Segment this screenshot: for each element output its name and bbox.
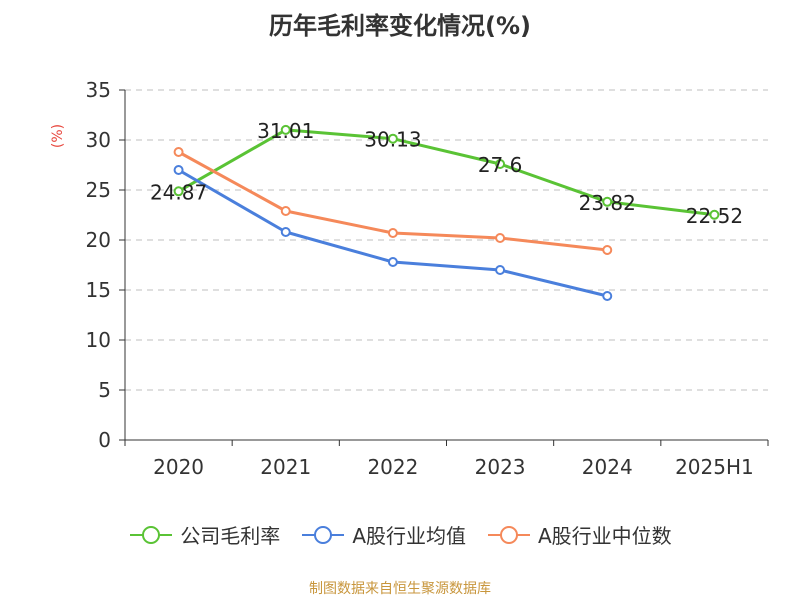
- data-point: [709, 209, 720, 220]
- y-tick-label: 25: [86, 178, 111, 202]
- data-point: [387, 228, 398, 238]
- series-lines: [173, 124, 720, 301]
- data-point: [280, 227, 291, 237]
- data-point: [387, 133, 398, 144]
- x-tick-label: 2024: [582, 455, 633, 479]
- data-point: [173, 165, 184, 175]
- data-label: 27.6: [478, 153, 523, 177]
- data-point: [280, 206, 291, 216]
- data-label: 24.87: [150, 180, 207, 204]
- data-label: 23.82: [579, 191, 636, 215]
- legend-label: A股行业均值: [352, 524, 466, 548]
- data-point: [495, 233, 506, 243]
- data-point: [602, 196, 613, 207]
- y-tick-label: 20: [86, 228, 111, 252]
- data-point: [602, 291, 613, 301]
- y-tick-label: 0: [98, 428, 111, 452]
- y-tick-label: 10: [86, 328, 111, 352]
- legend-item-3[interactable]: A股行业中位数: [486, 520, 672, 549]
- legend-line-marker-icon: [488, 525, 530, 544]
- y-tick-label: 15: [86, 278, 111, 302]
- x-tick-label: 2023: [475, 455, 526, 479]
- grid-lines: [125, 89, 768, 391]
- legend-line-marker-icon: [130, 525, 173, 544]
- data-point: [495, 265, 506, 275]
- y-tick-label: 5: [98, 378, 111, 402]
- x-tick-label: 2020: [153, 455, 204, 479]
- data-labels: 24.87 31.01 30.13 27.6 23.82 22.52: [150, 119, 743, 228]
- legend-line-marker-icon: [302, 525, 345, 544]
- y-axis-unit-label: (%): [50, 123, 67, 149]
- data-point: [173, 186, 184, 197]
- chart-title: 历年毛利率变化情况(%): [269, 12, 531, 40]
- data-point: [387, 257, 398, 267]
- data-label: 22.52: [686, 204, 743, 228]
- x-tick-label: 2021: [260, 455, 311, 479]
- axes: 0 5 10 15 20 25 30 35 2020 2021 2022 2023 2024 2025H1: [86, 78, 769, 479]
- y-tick-label: 30: [86, 128, 111, 152]
- legend-item-1[interactable]: 公司毛利率: [128, 520, 280, 549]
- data-label: 30.13: [364, 128, 421, 152]
- legend-item-2[interactable]: A股行业均值: [300, 520, 466, 549]
- y-tick-label: 35: [86, 78, 111, 102]
- line-chart: 0 5 10 15 20 25 30 35 2020 2021 2022 2023 2024 2025H1…: [86, 78, 769, 479]
- legend-label: A股行业中位数: [538, 524, 672, 548]
- legend-label: 公司毛利率: [180, 524, 281, 548]
- source-note: 制图数据来自恒生聚源数据库: [309, 581, 491, 597]
- data-label: 31.01: [257, 119, 314, 143]
- data-point: [602, 245, 613, 255]
- x-tick-label: 2022: [367, 455, 418, 479]
- x-tick-label: 2025H1: [675, 455, 754, 479]
- legend: 公司毛利率 A股行业均值 A股行业中位数: [0, 520, 800, 549]
- series-line-1: [177, 128, 715, 217]
- data-point: [173, 147, 184, 157]
- data-point: [280, 124, 291, 135]
- data-point: [495, 159, 506, 169]
